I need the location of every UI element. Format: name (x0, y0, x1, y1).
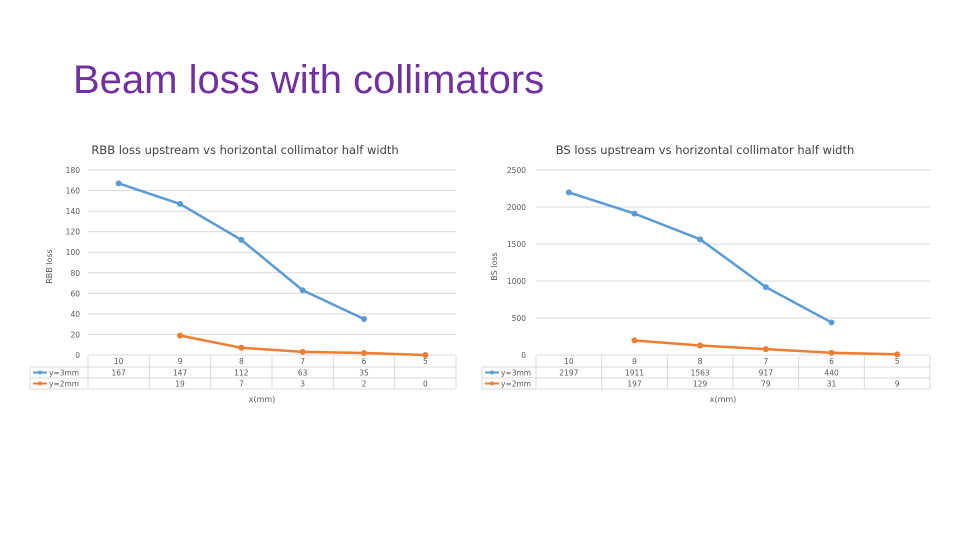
rbb-data-point (238, 344, 245, 351)
bs-x-category-label: 8 (698, 357, 703, 366)
rbb-table-cell: 2 (362, 380, 367, 389)
rbb-y-tick-label: 0 (75, 351, 80, 360)
bs-table-cell: 197 (627, 380, 642, 389)
bs-table-cell: 79 (761, 380, 771, 389)
bs-legend-marker-y3mm (490, 370, 494, 375)
rbb-table-cell: 112 (234, 369, 249, 378)
rbb-x-category-label: 8 (239, 357, 244, 366)
bs-data-point (631, 337, 638, 344)
bs-y-tick-label: 1000 (507, 277, 526, 286)
rbb-data-point (115, 180, 122, 187)
bs-data-point (697, 236, 704, 243)
bs-y-tick-label: 2000 (507, 203, 526, 212)
rbb-x-category-label: 7 (300, 357, 305, 366)
bs-data-point (565, 189, 572, 196)
bs-legend-label: y=2mm (501, 380, 531, 389)
rbb-table-cell: 63 (298, 369, 308, 378)
rbb-loss-chart: RBB loss upstream vs horizontal collimat… (29, 143, 457, 404)
bs-table-cell: 917 (759, 369, 774, 378)
rbb-y-tick-label: 160 (66, 187, 81, 196)
bs-y-tick-label: 500 (512, 314, 527, 323)
rbb-legend-label: y=3mm (49, 369, 79, 378)
rbb-y-tick-label: 40 (70, 310, 80, 319)
bs-data-point (828, 319, 835, 326)
bs-x-axis-label: x(mm) (710, 395, 737, 404)
rbb-x-category-label: 9 (178, 357, 183, 366)
rbb-data-point (238, 236, 245, 243)
bs-y-tick-label: 0 (521, 351, 526, 360)
bs-table-cell: 1563 (691, 369, 710, 378)
rbb-table-cell: 19 (175, 380, 185, 389)
bs-data-point (697, 342, 704, 349)
bs-table-cell: 31 (827, 380, 837, 389)
rbb-table-cell: 167 (112, 369, 127, 378)
bs-table-cell: 440 (824, 369, 839, 378)
rbb-data-point (177, 332, 183, 339)
bs-y-tick-label: 2500 (507, 166, 526, 175)
bs-y-tick-label: 1500 (507, 240, 526, 249)
bs-x-category-label: 6 (829, 357, 834, 366)
bs-loss-chart: BS loss upstream vs horizontal collimato… (481, 143, 931, 404)
rbb-data-point (361, 349, 367, 356)
rbb-y-tick-label: 120 (66, 228, 81, 237)
bs-data-point (631, 210, 638, 217)
rbb-chart-title: RBB loss upstream vs horizontal collimat… (91, 143, 398, 157)
rbb-series-line-y3mm (118, 182, 365, 321)
bs-series-line-y3mm (568, 191, 833, 324)
rbb-data-point (299, 287, 306, 294)
bs-table-cell: 2197 (559, 369, 578, 378)
rbb-table-cell: 0 (423, 380, 428, 389)
bs-x-category-label: 10 (564, 357, 574, 366)
bs-x-category-label: 5 (895, 357, 900, 366)
bs-table-cell: 1911 (625, 369, 644, 378)
bs-legend-label: y=3mm (501, 369, 531, 378)
bs-table-cell: 129 (693, 380, 708, 389)
bs-data-point (762, 284, 769, 291)
rbb-y-tick-label: 140 (66, 207, 81, 216)
rbb-table-cell: 7 (239, 380, 244, 389)
bs-chart-title: BS loss upstream vs horizontal collimato… (556, 143, 855, 157)
rbb-data-point (299, 348, 306, 355)
rbb-table-cell: 35 (359, 369, 369, 378)
bs-data-point (894, 351, 901, 358)
bs-table-cell: 9 (895, 380, 900, 389)
rbb-x-category-label: 5 (423, 357, 428, 366)
rbb-y-tick-label: 80 (70, 269, 80, 278)
rbb-x-category-label: 10 (114, 357, 124, 366)
bs-data-point (762, 346, 769, 353)
rbb-y-tick-label: 20 (70, 330, 80, 339)
bs-x-category-label: 9 (632, 357, 637, 366)
rbb-table-cell: 3 (300, 380, 305, 389)
bs-x-category-label: 7 (763, 357, 768, 366)
rbb-legend-marker-y2mm (38, 381, 42, 386)
rbb-y-tick-label: 60 (70, 289, 80, 298)
rbb-data-point (361, 316, 367, 323)
rbb-table-cell: 147 (173, 369, 188, 378)
rbb-legend-label: y=2mm (49, 380, 79, 389)
slide-title: Beam loss with collimators (73, 58, 545, 102)
rbb-y-tick-label: 180 (66, 166, 81, 175)
rbb-x-axis-label: x(mm) (249, 395, 276, 404)
rbb-x-category-label: 6 (362, 357, 367, 366)
rbb-data-point (422, 352, 429, 358)
bs-data-point (828, 349, 835, 356)
rbb-y-axis-label: RBB loss (45, 249, 54, 284)
rbb-y-tick-label: 100 (66, 248, 81, 257)
rbb-legend-marker-y3mm (38, 370, 42, 375)
rbb-data-point (177, 200, 183, 207)
bs-legend-marker-y2mm (490, 381, 494, 386)
bs-y-axis-label: BS loss (490, 252, 499, 280)
